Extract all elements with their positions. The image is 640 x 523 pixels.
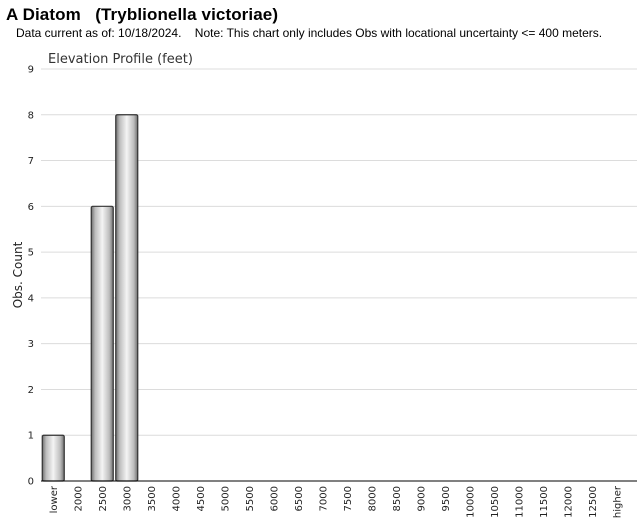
x-tick-label: 8000 (367, 486, 378, 511)
x-tick-label: 3000 (122, 486, 133, 511)
x-tick-label: 9500 (441, 486, 452, 511)
y-tick-label: 2 (28, 385, 34, 396)
x-tick-label: 5500 (245, 486, 256, 511)
y-tick-label: 6 (28, 202, 34, 213)
y-tick-label: 9 (28, 65, 34, 76)
y-tick-label: 5 (28, 248, 34, 259)
chart-title: Elevation Profile (feet) (48, 52, 193, 67)
y-tick-label: 0 (28, 477, 34, 488)
y-axis-title: Obs. Count (11, 241, 25, 308)
x-tick-label: 12000 (563, 486, 574, 518)
y-tick-label: 4 (28, 293, 34, 304)
bar (115, 114, 139, 482)
x-tick-label: 2000 (73, 486, 84, 511)
x-tick-label: lower (49, 485, 60, 513)
y-tick-label: 3 (28, 339, 34, 350)
y-tick-label: 7 (28, 156, 34, 167)
x-tick-label: 11500 (539, 486, 550, 518)
x-tick-label: 2500 (98, 486, 109, 511)
bar (90, 205, 114, 482)
x-tick-label: 8500 (392, 486, 403, 511)
x-tick-label: 5000 (220, 486, 231, 511)
x-tick-label: 12500 (588, 486, 599, 518)
x-tick-label: higher (612, 485, 623, 518)
x-tick-label: 11000 (514, 486, 525, 518)
y-tick-label: 1 (28, 431, 34, 442)
x-tick-label: 4000 (171, 486, 182, 511)
x-tick-label: 6000 (269, 486, 280, 511)
bars (41, 114, 139, 482)
x-tick-label: 10000 (465, 486, 476, 518)
x-tick-label: 9000 (416, 486, 427, 511)
axes: 0 1 2 3 4 5 6 7 8 9 lower 2000 2500 3000 3500 4000 4500 5… (28, 65, 637, 518)
bar (41, 434, 65, 482)
x-tick-label: 7000 (318, 486, 329, 511)
x-tick-label: 6500 (294, 486, 305, 511)
x-tick-label: 10500 (490, 486, 501, 518)
x-tick-label: 7500 (343, 486, 354, 511)
x-tick-label: 4500 (196, 486, 207, 511)
data-note: Data current as of: 10/18/2024. Note: Th… (16, 26, 603, 40)
x-tick-label: 3500 (147, 486, 158, 511)
y-tick-label: 8 (28, 110, 34, 121)
gridlines (41, 68, 637, 436)
page-title: A Diatom (Tryblionella victoriae) (6, 5, 279, 24)
